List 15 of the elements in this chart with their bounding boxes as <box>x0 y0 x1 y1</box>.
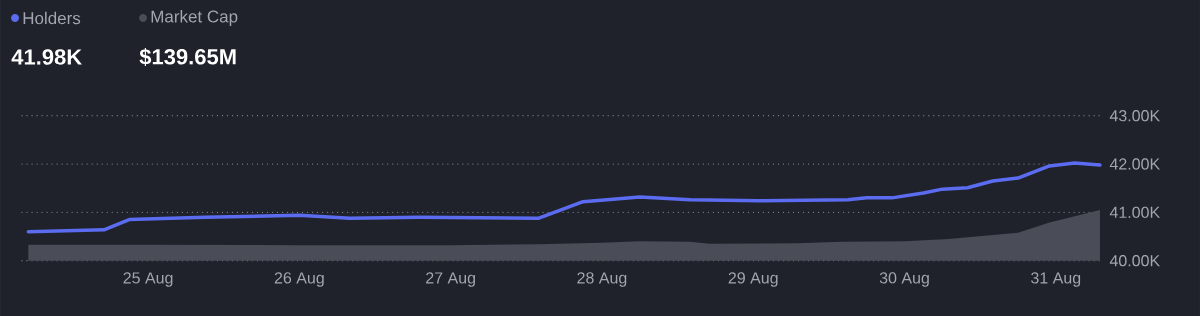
x-tick-label: 27 Aug <box>426 272 475 287</box>
y-tick-label: 42.00K <box>1109 158 1160 170</box>
text: $139.65M <box>139 48 236 66</box>
x-tick-label: 28 Aug <box>577 272 627 287</box>
legend-label: Market Cap <box>151 10 238 26</box>
x-tick-label: 26 Aug <box>274 272 324 287</box>
x-tick-label: 29 Aug <box>728 272 778 287</box>
y-tick-label: 41.00K <box>1109 206 1160 219</box>
text: 41.98K <box>11 49 82 65</box>
legend-label: Holders <box>23 11 81 25</box>
x-tick-label: 31 Aug <box>1031 272 1081 287</box>
y-tick-label: 40.00K <box>1109 255 1160 267</box>
x-tick-label: 25 Aug <box>123 272 173 287</box>
x-tick-label: 30 Aug <box>879 272 929 287</box>
y-tick-label: 43.00K <box>1109 110 1160 122</box>
